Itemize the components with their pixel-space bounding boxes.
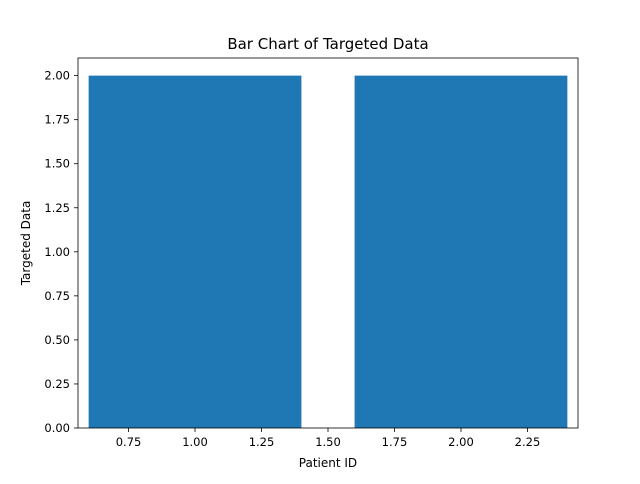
x-tick-label: 2.00 [448,435,474,449]
x-tick-label: 1.50 [315,435,341,449]
x-axis-label: Patient ID [299,456,357,470]
chart-title: Bar Chart of Targeted Data [227,35,428,53]
bar [88,75,302,428]
x-tick-label: 1.25 [249,435,275,449]
y-tick-label: 0.75 [44,289,70,303]
x-tick-label: 1.75 [382,435,408,449]
y-tick-label: 1.00 [44,245,70,259]
y-tick-label: 1.50 [44,157,70,171]
y-axis-label: Targeted Data [19,201,33,287]
x-tick-label: 0.75 [116,435,142,449]
y-tick-label: 1.75 [44,113,70,127]
x-ticks-group: 0.75 1.00 1.25 1.50 1.75 2.00 2.25 [116,428,541,449]
bars-group [88,75,568,428]
bar [354,75,568,428]
y-tick-label: 0.25 [44,377,70,391]
y-tick-label: 1.25 [44,201,70,215]
y-tick-label: 0.00 [44,421,70,435]
x-tick-label: 1.00 [182,435,208,449]
y-ticks-group: 0.00 0.25 0.50 0.75 1.00 1.25 1.50 1.75 2.00 [44,69,78,435]
y-tick-label: 0.50 [44,333,70,347]
x-tick-label: 2.25 [515,435,541,449]
y-tick-label: 2.00 [44,69,70,83]
